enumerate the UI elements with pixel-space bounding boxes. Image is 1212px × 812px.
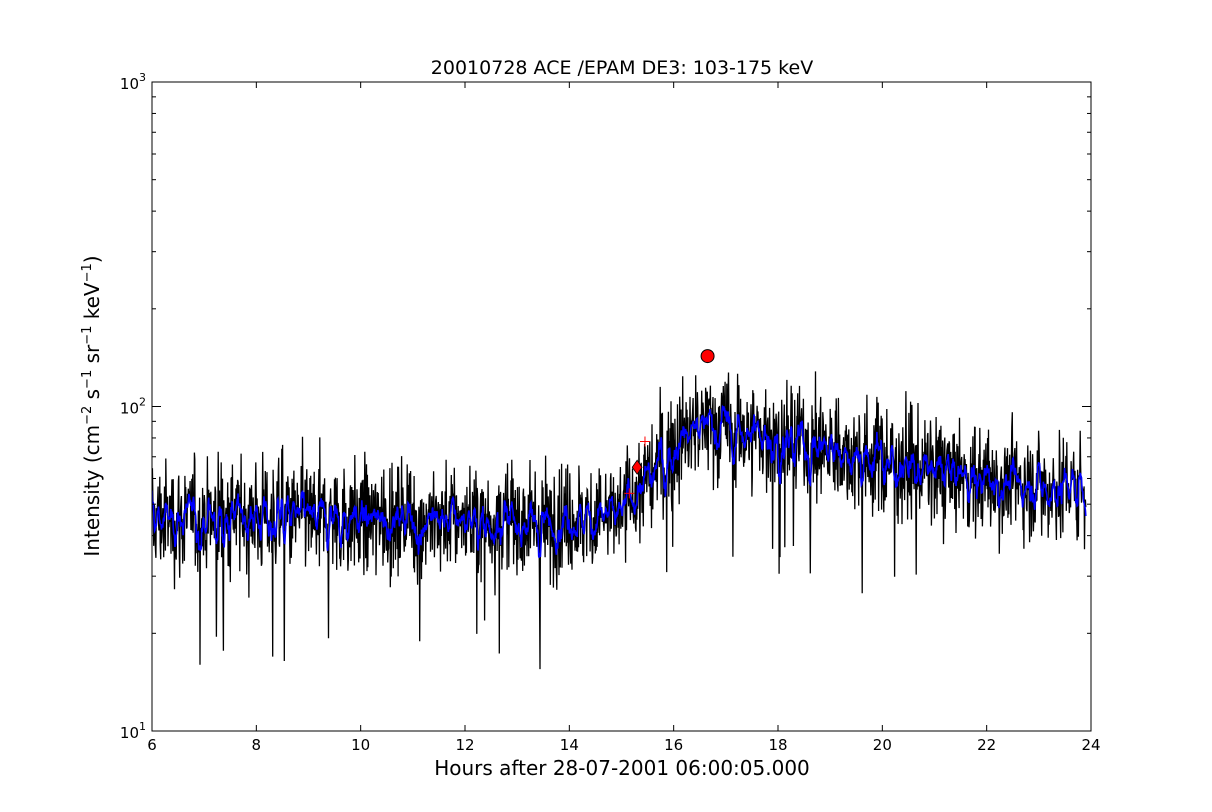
x-tick-label: 6 (147, 736, 157, 754)
y-label-part: sr (80, 344, 104, 370)
x-tick-label: 22 (977, 736, 996, 754)
y-label-exponent: −1 (80, 263, 95, 282)
plot-area: 6 8 10 12 14 16 18 20 22 24 101 102 103 (120, 71, 1101, 754)
series-line-smoothed (152, 404, 1087, 558)
x-tick-label: 10 (351, 736, 370, 754)
y-label-exponent: −2 (80, 406, 95, 425)
marker-plus (624, 488, 635, 499)
y-label-part: ) (80, 255, 104, 263)
x-tick-label: 16 (664, 736, 683, 754)
y-axis-label: Intensity (cm−2 s−1 sr−1 keV−1) (80, 255, 104, 556)
y-label-part: Intensity (cm (80, 425, 104, 557)
x-axis: 6 8 10 12 14 16 18 20 22 24 (147, 82, 1101, 754)
y-label-exponent: −1 (80, 326, 95, 345)
series-layer (152, 371, 1087, 670)
series-line-raw (152, 371, 1087, 670)
x-tick-label: 14 (560, 736, 579, 754)
marker-circle (700, 349, 715, 364)
marker-diamond (631, 459, 643, 475)
y-tick-label: 102 (120, 396, 146, 418)
y-tick-label: 101 (120, 720, 146, 742)
x-tick-label: 12 (455, 736, 474, 754)
x-tick-label: 20 (873, 736, 892, 754)
x-tick-label: 8 (252, 736, 262, 754)
marker-layer (624, 349, 715, 499)
marker-plus (639, 436, 650, 447)
y-tick-label: 103 (120, 71, 146, 93)
y-label-part: s (80, 389, 104, 406)
y-label-part: keV (80, 282, 104, 326)
y-axis: 101 102 103 (120, 71, 1091, 742)
x-axis-label: Hours after 28-07-2001 06:00:05.000 (434, 756, 810, 780)
y-label-exponent: −1 (80, 370, 95, 389)
chart-title: 20010728 ACE /EPAM DE3: 103-175 keV (431, 57, 813, 79)
x-tick-label: 18 (768, 736, 787, 754)
x-tick-label: 24 (1081, 736, 1100, 754)
